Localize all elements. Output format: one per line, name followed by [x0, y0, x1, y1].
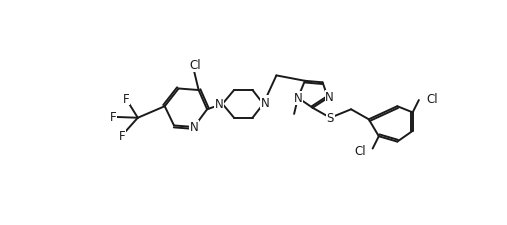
Text: S: S [327, 112, 334, 125]
Text: Cl: Cl [190, 59, 201, 72]
Text: N: N [190, 121, 198, 134]
Text: F: F [123, 92, 129, 105]
Text: N: N [325, 91, 334, 104]
Text: F: F [110, 111, 117, 124]
Text: Cl: Cl [426, 93, 438, 106]
Text: N: N [215, 98, 224, 111]
Text: N: N [261, 97, 269, 109]
Text: F: F [119, 129, 125, 142]
Text: Cl: Cl [355, 144, 367, 157]
Text: N: N [294, 92, 302, 105]
